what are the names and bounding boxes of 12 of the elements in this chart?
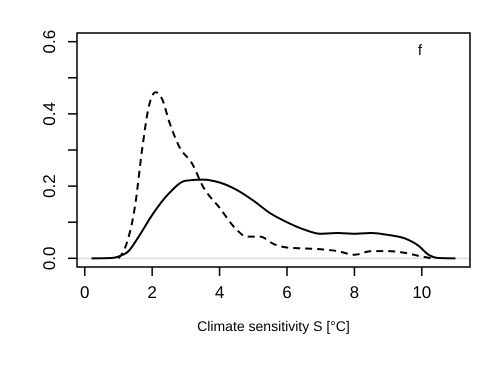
x-tick-label: 0 (80, 283, 90, 302)
x-tick-label: 10 (412, 283, 432, 302)
annotation: f (418, 42, 423, 59)
y-tick-label: 0.6 (40, 30, 59, 54)
x-tick-label: 2 (147, 283, 157, 302)
y-tick-label: 0.4 (40, 102, 59, 126)
x-tick-label: 8 (350, 283, 360, 302)
x-tick-label: 4 (214, 283, 224, 302)
x-tick-label: 6 (282, 283, 292, 302)
x-axis-title: Climate sensitivity S [°C] (197, 318, 350, 334)
y-tick-label: 0.0 (40, 246, 59, 270)
y-tick-label: 0.2 (40, 174, 59, 198)
